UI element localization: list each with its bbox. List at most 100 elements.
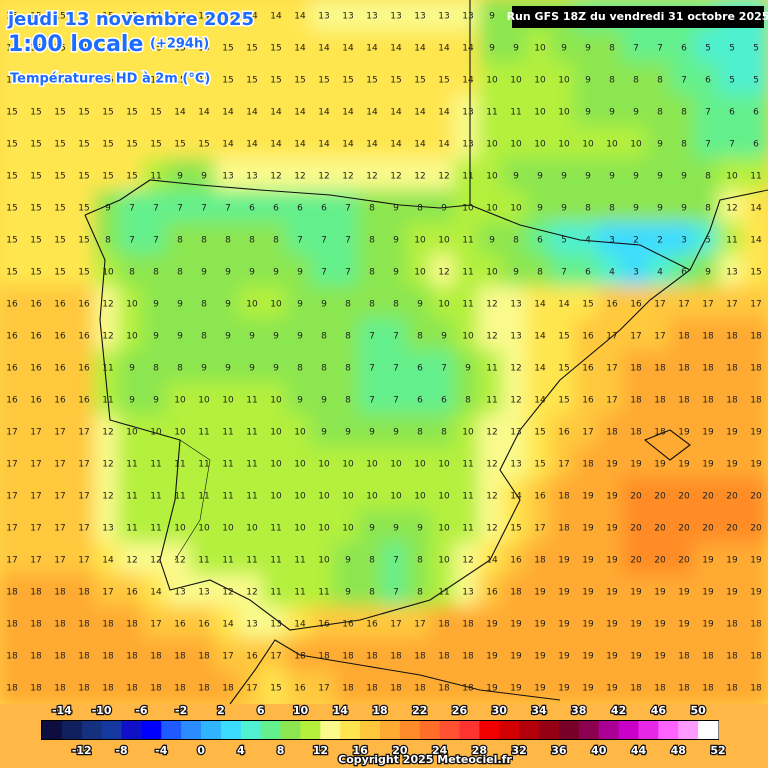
- temperature-cell: [622, 350, 650, 386]
- temperature-cell: [406, 478, 434, 514]
- temperature-value: 15: [198, 76, 209, 86]
- temperature-value: 3: [633, 268, 639, 278]
- lead-time: (+294h): [150, 37, 209, 52]
- temperature-value: 19: [534, 684, 546, 694]
- temperature-cell: [574, 190, 602, 226]
- temperature-cell: [118, 318, 146, 354]
- temperature-value: 18: [726, 652, 738, 662]
- temperature-cell: [334, 670, 362, 704]
- temperature-value: 19: [558, 620, 570, 630]
- temperature-cell: [622, 254, 650, 290]
- temperature-cell: [286, 0, 314, 34]
- temperature-value: 8: [609, 44, 615, 54]
- temperature-value: 18: [294, 652, 306, 662]
- temperature-cell: [670, 574, 698, 610]
- temperature-value: 20: [630, 556, 642, 566]
- legend-swatch: [618, 721, 639, 739]
- temperature-cell: [310, 446, 338, 482]
- temperature-cell: [190, 350, 218, 386]
- temperature-value: 15: [6, 76, 17, 86]
- temperature-value: 8: [225, 236, 231, 246]
- temperature-value: 10: [174, 396, 186, 406]
- temperature-cell: [118, 222, 146, 258]
- temperature-value: 7: [129, 236, 135, 246]
- temperature-cell: [46, 286, 74, 322]
- temperature-cell: [718, 350, 746, 386]
- temperature-value: 9: [705, 268, 711, 278]
- temperature-cell: [70, 222, 98, 258]
- temperature-cell: [430, 158, 458, 194]
- temperature-cell: [22, 30, 50, 66]
- temperature-cell: [550, 286, 578, 322]
- temperature-value: 8: [705, 204, 711, 214]
- temperature-cell: [454, 318, 482, 354]
- legend-swatch: [121, 721, 142, 739]
- temperature-value: 14: [342, 108, 354, 118]
- temperature-cell: [262, 158, 290, 194]
- temperature-value: 10: [630, 140, 642, 150]
- temperature-value: 9: [177, 300, 183, 310]
- temperature-cell: [670, 606, 698, 642]
- temperature-value: 12: [222, 588, 233, 598]
- legend-label: 50: [690, 704, 706, 717]
- temperature-value: 13: [390, 12, 401, 22]
- temperature-cell: [574, 574, 602, 610]
- temperature-cell: [550, 94, 578, 130]
- temperature-value: 17: [30, 492, 41, 502]
- temperature-value: 16: [558, 428, 570, 438]
- temperature-value: 10: [582, 140, 594, 150]
- temperature-value: 14: [390, 140, 402, 150]
- temperature-cell: [622, 446, 650, 482]
- temperature-cell: [454, 478, 482, 514]
- temperature-value: 10: [534, 140, 546, 150]
- temperature-value: 15: [438, 76, 449, 86]
- temperature-value: 10: [486, 268, 498, 278]
- temperature-cell: [694, 126, 722, 162]
- temperature-value: 14: [534, 332, 546, 342]
- temperature-value: 14: [414, 140, 426, 150]
- temperature-value: 14: [534, 300, 546, 310]
- temperature-cell: [214, 126, 242, 162]
- temperature-value: 19: [630, 620, 642, 630]
- temperature-value: 17: [6, 460, 17, 470]
- temperature-cell: [166, 190, 194, 226]
- temperature-cell: [550, 574, 578, 610]
- legend-label: -4: [155, 744, 168, 757]
- temperature-cell: [694, 62, 722, 98]
- temperature-cell: [670, 670, 698, 704]
- temperature-cell: [574, 30, 602, 66]
- temperature-value: 19: [702, 620, 714, 630]
- temperature-value: 16: [30, 332, 42, 342]
- temperature-value: 17: [318, 684, 329, 694]
- temperature-cell: [382, 30, 410, 66]
- temperature-cell: [214, 414, 242, 450]
- temperature-cell: [0, 190, 26, 226]
- temperature-cell: [286, 478, 314, 514]
- temperature-cell: [262, 254, 290, 290]
- temperature-value: 9: [225, 300, 231, 310]
- temperature-value: 18: [702, 332, 714, 342]
- temperature-value: 18: [534, 556, 546, 566]
- temperature-cell: [382, 382, 410, 418]
- temperature-cell: [406, 574, 434, 610]
- temperature-value: 15: [558, 364, 569, 374]
- temperature-value: 9: [249, 332, 255, 342]
- temperature-cell: [310, 286, 338, 322]
- temperature-value: 18: [702, 364, 714, 374]
- temperature-cell: [718, 574, 746, 610]
- temperature-value: 17: [750, 300, 761, 310]
- temperature-value: 19: [606, 492, 618, 502]
- temperature-cell: [238, 94, 266, 130]
- temperature-cell: [430, 350, 458, 386]
- temperature-value: 17: [390, 620, 401, 630]
- temperature-value: 18: [174, 652, 186, 662]
- temperature-value: 5: [561, 236, 567, 246]
- temperature-cell: [70, 382, 98, 418]
- temperature-value: 10: [414, 492, 426, 502]
- temperature-value: 10: [174, 524, 186, 534]
- temperature-value: 14: [318, 44, 330, 54]
- temperature-value: 20: [630, 492, 642, 502]
- temperature-value: 19: [702, 460, 714, 470]
- temperature-cell: [478, 542, 506, 578]
- temperature-cell: [70, 286, 98, 322]
